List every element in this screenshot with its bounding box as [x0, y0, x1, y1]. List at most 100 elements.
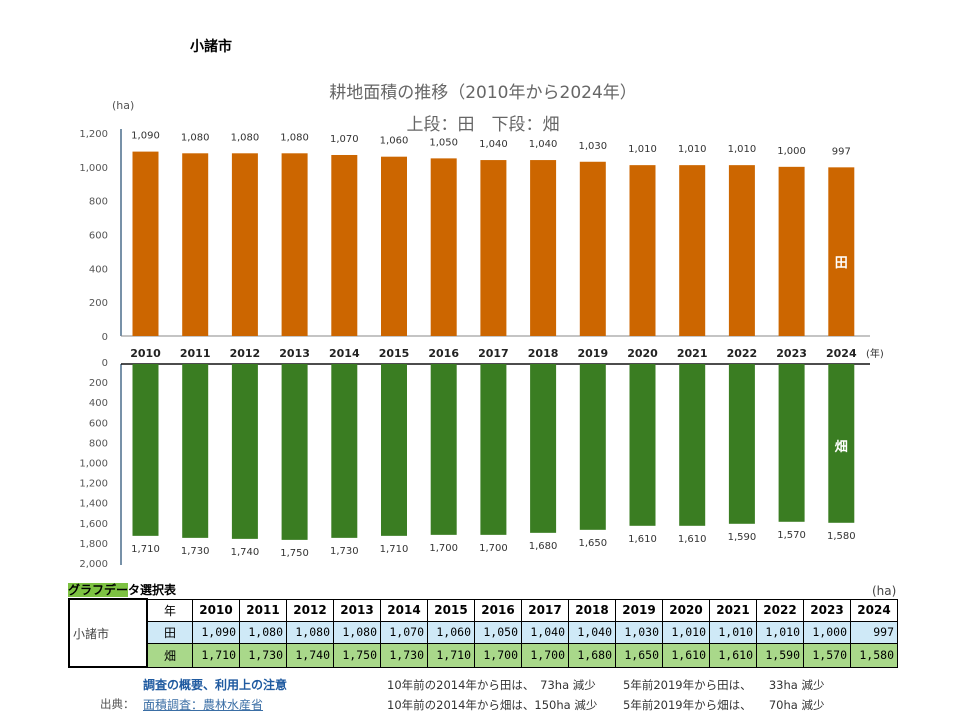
table-year[interactable]: 2017	[521, 598, 569, 622]
table-year[interactable]: 2023	[803, 598, 851, 622]
bar-field	[629, 364, 656, 526]
note-field-5y: 5年前2019年から畑は、 70ha 減少	[623, 698, 825, 712]
x-tick-label: 2022	[727, 347, 758, 360]
x-axis-unit: (年)	[866, 347, 884, 360]
bar-rice	[430, 158, 457, 336]
data-label-field: 1,650	[578, 538, 607, 549]
rice-value: 1,030	[615, 620, 663, 644]
caption-rest: タ選択表	[128, 583, 177, 597]
bar-rice	[530, 160, 557, 336]
table-header-row: 小諸市 年 2010 2011 2012 2013 2014 2015 2016 2017 20…	[68, 598, 898, 668]
data-label-rice: 1,040	[529, 139, 558, 150]
field-value: 1,610	[709, 642, 757, 668]
chart-subtitle: 上段：田 下段：畑	[406, 115, 560, 135]
y-tick-label-bottom: 1,800	[79, 539, 108, 550]
table-year[interactable]: 2020	[662, 598, 710, 622]
city-heading: 小諸市	[190, 39, 232, 55]
x-tick-label: 2016	[428, 347, 459, 360]
y-tick-label-bottom: 800	[89, 438, 108, 449]
series-label-field: 畑	[835, 440, 848, 455]
x-tick-label: 2020	[627, 347, 658, 360]
data-label-field: 1,580	[827, 531, 856, 542]
table-year[interactable]: 2024	[850, 598, 898, 622]
y-tick-label-bottom: 200	[89, 378, 108, 389]
table-year[interactable]: 2010	[192, 598, 240, 622]
bar-field	[331, 364, 358, 538]
field-value: 1,710	[427, 642, 475, 668]
data-label-rice: 1,080	[280, 132, 309, 143]
data-label-rice: 997	[832, 146, 851, 157]
chart: (ha) 0 200 400 600 800 1,000 1,200 1,090 2010 1,08…	[79, 99, 884, 570]
data-label-field: 1,710	[380, 544, 409, 555]
bar-rice	[231, 153, 258, 336]
table-year[interactable]: 2013	[333, 598, 381, 622]
table-year[interactable]: 2015	[427, 598, 475, 622]
year-header: 年	[146, 598, 193, 622]
table-year[interactable]: 2011	[239, 598, 287, 622]
y-tick-label-top: 0	[102, 332, 108, 343]
data-table: 小諸市 年 2010 2011 2012 2013 2014 2015 2016 2017 20…	[68, 598, 898, 668]
table-year[interactable]: 2016	[474, 598, 522, 622]
y-tick-label-bottom: 1,400	[79, 499, 108, 510]
y-tick-label-bottom: 1,200	[79, 479, 108, 490]
note-field-10y: 10年前の2014年から畑は、150ha 減少	[387, 698, 598, 712]
data-label-field: 1,610	[678, 534, 707, 545]
table-year[interactable]: 2021	[709, 598, 757, 622]
data-label-rice: 1,070	[330, 134, 359, 145]
table-year[interactable]: 2014	[380, 598, 428, 622]
table-year[interactable]: 2019	[615, 598, 663, 622]
y-tick-label-bottom: 600	[89, 418, 108, 429]
bar-field	[480, 364, 507, 535]
y-tick-label-top: 400	[89, 264, 108, 275]
data-label-field: 1,710	[131, 544, 160, 555]
bar-rice	[629, 165, 656, 336]
field-value: 1,580	[850, 642, 898, 668]
data-label-rice: 1,010	[628, 144, 657, 155]
y-tick-label-top: 1,200	[79, 129, 108, 140]
rice-value: 1,080	[286, 620, 334, 644]
field-value: 1,590	[756, 642, 804, 668]
table-year[interactable]: 2012	[286, 598, 334, 622]
x-tick-label: 2011	[180, 347, 211, 360]
data-label-rice: 1,090	[131, 131, 160, 142]
rice-value: 1,010	[756, 620, 804, 644]
x-tick-label: 2012	[230, 347, 261, 360]
table-row-field: 畑 1,710 1,730 1,740 1,750 1,730 1,710 1,700 1,70…	[69, 642, 898, 668]
rice-value: 1,010	[709, 620, 757, 644]
y-tick-label-bottom: 1,000	[79, 459, 108, 470]
series-label-rice: 田	[835, 256, 848, 271]
data-label-field: 1,570	[777, 530, 806, 541]
x-tick-label: 2023	[776, 347, 807, 360]
x-tick-label: 2024	[826, 347, 857, 360]
field-value: 1,650	[615, 642, 663, 668]
field-value: 1,610	[662, 642, 710, 668]
x-tick-label: 2014	[329, 347, 360, 360]
y-tick-label-bottom: 0	[102, 358, 108, 369]
rice-value: 1,000	[803, 620, 851, 644]
table-year[interactable]: 2022	[756, 598, 804, 622]
rice-value: 1,010	[662, 620, 710, 644]
field-value: 1,680	[568, 642, 616, 668]
bar-rice	[281, 153, 308, 336]
source-link[interactable]: 面積調査：農林水産省	[143, 698, 264, 712]
y-tick-label-top: 600	[89, 231, 108, 242]
rice-value: 1,060	[427, 620, 475, 644]
data-label-field: 1,700	[429, 543, 458, 554]
rice-label: 田	[146, 620, 193, 644]
rice-value: 1,050	[474, 620, 522, 644]
bar-rice	[331, 154, 358, 336]
field-value: 1,570	[803, 642, 851, 668]
overview-link[interactable]: 調査の概要、利用上の注意	[143, 678, 288, 692]
table-year[interactable]: 2018	[568, 598, 616, 622]
bar-field	[828, 364, 855, 523]
x-tick-label: 2017	[478, 347, 509, 360]
bar-field	[132, 364, 159, 536]
data-label-rice: 1,010	[728, 144, 757, 155]
bar-field	[281, 364, 308, 540]
bar-rice	[828, 167, 855, 336]
table-city: 小諸市	[68, 598, 148, 668]
note-rice-5y: 5年前2019年から田は、 33ha 減少	[623, 678, 825, 692]
bar-rice	[679, 165, 706, 336]
data-label-rice: 1,080	[231, 132, 260, 143]
data-label-field: 1,750	[280, 548, 309, 559]
